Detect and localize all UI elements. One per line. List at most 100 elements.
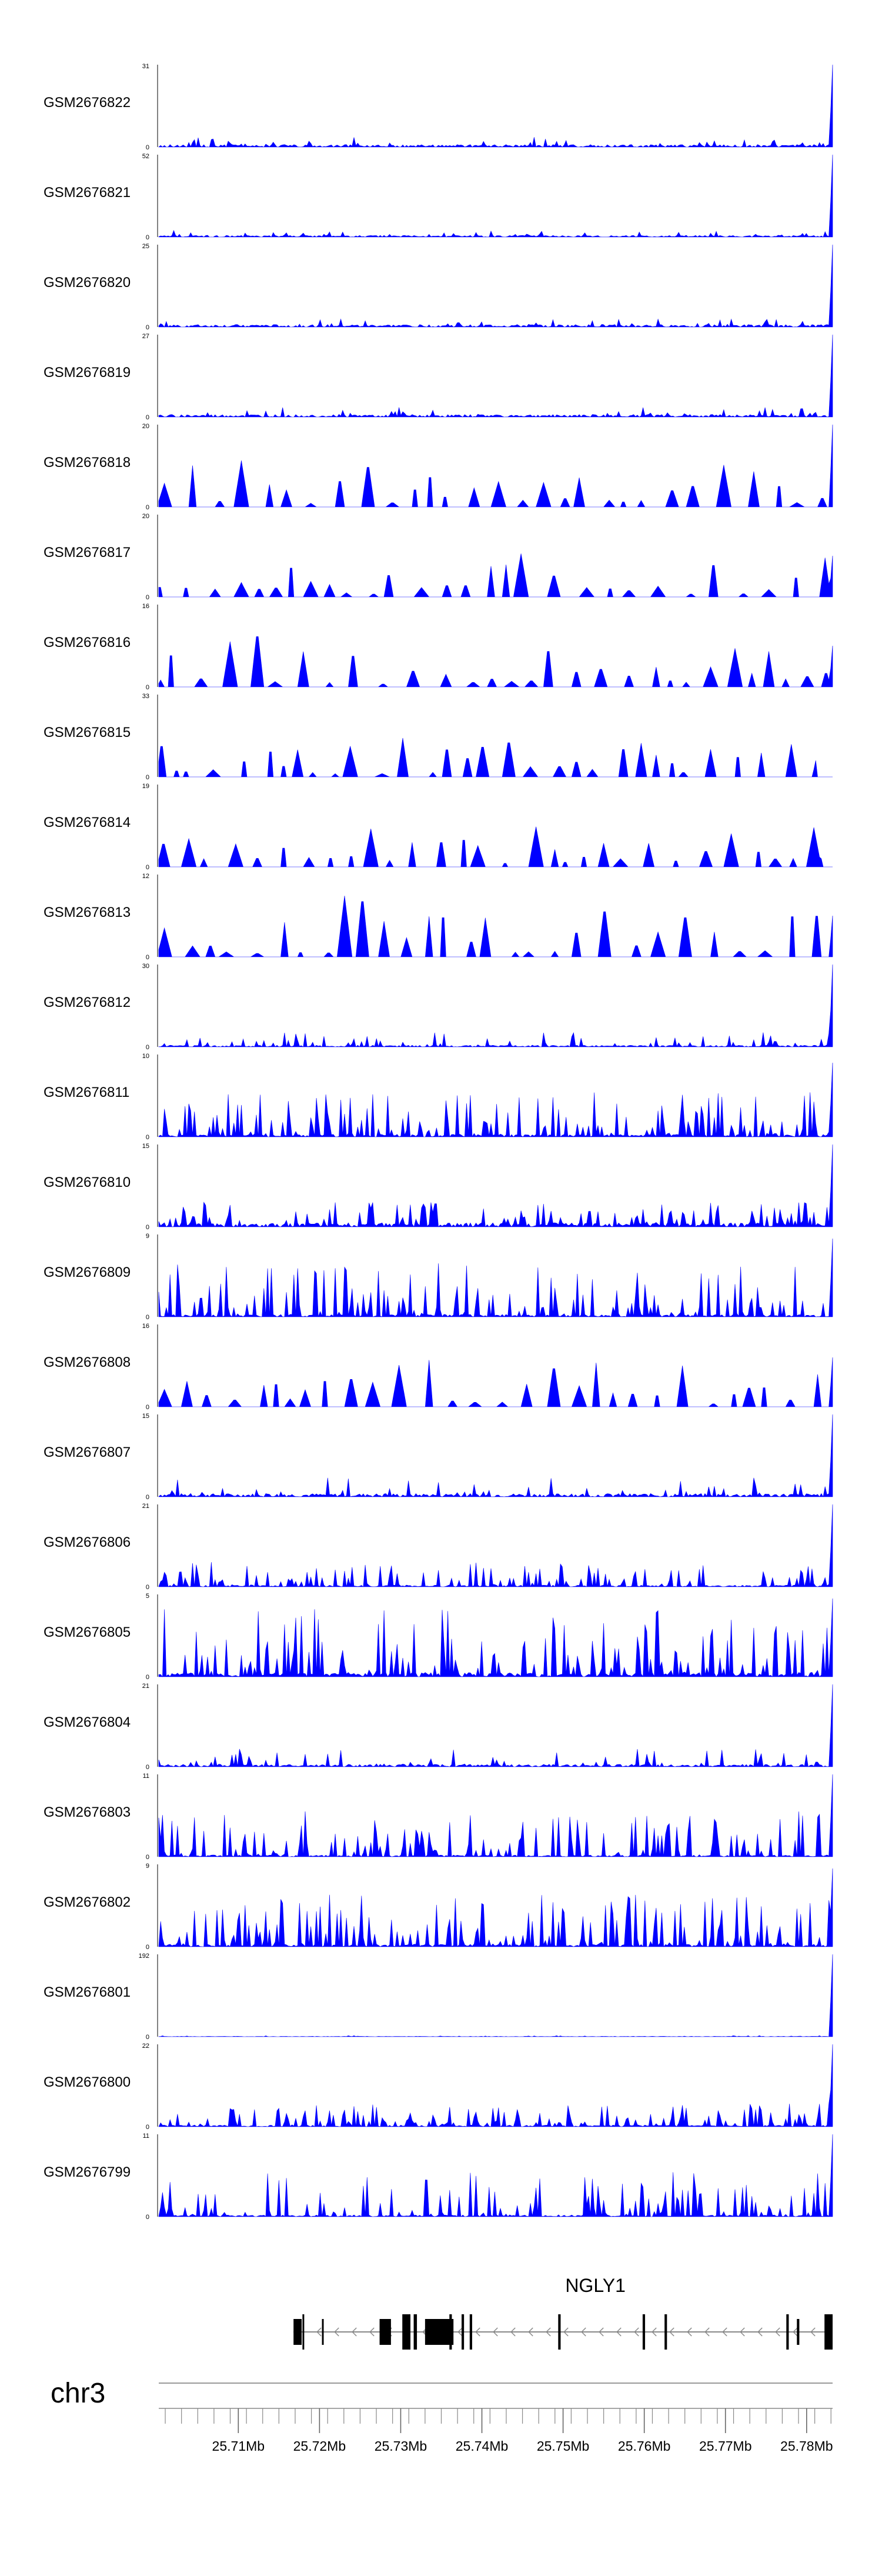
y-min-label: 0 [146,324,149,331]
coverage-area [158,636,833,688]
track-label: GSM2676802 [44,1894,131,1910]
y-max-label: 15 [142,1143,149,1150]
y-max-label: 12 [142,873,149,880]
y-min-label: 0 [146,864,149,871]
y-min-label: 0 [146,1044,149,1051]
y-min-label: 0 [146,144,149,151]
track-GSM2676818: GSM2676818 20 0 [44,423,833,511]
y-max-label: 9 [146,1863,149,1870]
track-GSM2676805: GSM2676805 5 0 [44,1593,833,1681]
coverage-area [158,154,833,238]
y-max-label: 52 [142,153,149,160]
x-tick-label: 25.73Mb [375,2438,427,2454]
strand-arrow [704,2327,710,2337]
y-min-label: 0 [146,2124,149,2131]
track-GSM2676821: GSM2676821 52 0 [44,153,833,241]
coverage-area [158,1504,833,1587]
exon [449,2314,452,2350]
track-label: GSM2676816 [44,635,131,650]
y-max-label: 21 [142,1683,149,1690]
exon [786,2314,789,2350]
y-min-label: 0 [146,2214,149,2221]
track-label: GSM2676817 [44,545,131,560]
track-GSM2676812: GSM2676812 30 0 [44,963,833,1051]
strand-arrow [510,2327,516,2337]
strand-arrow [669,2327,674,2337]
y-max-label: 22 [142,2043,149,2050]
track-GSM2676806: GSM2676806 21 0 [44,1503,833,1591]
track-label: GSM2676810 [44,1174,131,1190]
track-label: GSM2676818 [44,455,131,471]
track-label: GSM2676819 [44,365,131,381]
exon [402,2314,411,2350]
coverage-area [158,1954,833,2037]
coverage-area [158,1144,833,1227]
x-axis-major-ticks: 25.71Mb 25.72Mb 25.73Mb 25.74Mb 25.75Mb 25.76… [212,2408,833,2454]
track-GSM2676819: GSM2676819 27 0 [44,333,833,421]
x-tick-label: 25.78Mb [780,2438,833,2454]
exon [322,2319,324,2345]
strand-arrow [369,2327,375,2337]
coverage-area [158,2044,833,2127]
exon [293,2319,302,2345]
track-GSM2676811: GSM2676811 10 0 [44,1053,833,1141]
exon [797,2319,800,2345]
track-GSM2676807: GSM2676807 15 0 [44,1413,833,1501]
strand-arrow [334,2327,339,2337]
x-axis-minor-ticks [165,2408,831,2424]
track-label: GSM2676804 [44,1714,131,1730]
track-label: GSM2676815 [44,725,131,740]
y-min-label: 0 [146,1134,149,1141]
y-max-label: 27 [142,333,149,340]
coverage-area [158,64,833,148]
strand-arrow [457,2327,463,2337]
genome-axis: chr3 25.71Mb 25.72Mb 25.73Mb 25.74Mb 25.75Mb… [51,2378,833,2454]
y-min-label: 0 [146,1764,149,1771]
track-GSM2676815: GSM2676815 33 0 [44,693,833,781]
y-min-label: 0 [146,414,149,421]
coverage-area [158,1357,833,1407]
strand-arrow [687,2327,692,2337]
exon [425,2319,454,2345]
y-max-label: 21 [142,1503,149,1510]
track-GSM2676809: GSM2676809 9 0 [44,1233,833,1321]
strand-arrow [793,2327,798,2337]
track-GSM2676810: GSM2676810 15 0 [44,1143,833,1231]
strand-arrow [652,2327,657,2337]
track-label: GSM2676799 [44,2164,131,2180]
coverage-area [158,826,833,867]
strand-arrow [475,2327,480,2337]
y-max-label: 16 [142,603,149,610]
y-max-label: 33 [142,693,149,700]
track-GSM2676800: GSM2676800 22 0 [44,2043,833,2131]
y-max-label: 9 [146,1233,149,1240]
coverage-area [158,244,833,328]
y-min-label: 0 [146,1314,149,1321]
track-label: GSM2676807 [44,1444,131,1460]
coverage-area [158,424,833,508]
y-max-label: 19 [142,783,149,790]
track-label: GSM2676800 [44,2074,131,2090]
coverage-area [158,1414,833,1497]
track-GSM2676817: GSM2676817 20 0 [44,513,833,601]
coverage-area [158,2134,833,2217]
x-tick-label: 25.72Mb [293,2438,346,2454]
y-min-label: 0 [146,1854,149,1861]
track-label: GSM2676821 [44,185,131,201]
exon [642,2314,646,2350]
exon [469,2314,472,2350]
strand-arrow [634,2327,639,2337]
y-min-label: 0 [146,504,149,511]
y-min-label: 0 [146,234,149,241]
exon [379,2319,391,2345]
strand-arrow [722,2327,727,2337]
y-min-label: 0 [146,954,149,961]
strand-arrow [352,2327,357,2337]
y-max-label: 192 [139,1953,149,1960]
track-GSM2676802: GSM2676802 9 0 [44,1863,833,1951]
coverage-area [158,738,833,778]
exon [824,2314,833,2350]
y-max-label: 5 [146,1593,149,1600]
chromosome-label: chr3 [51,2378,105,2409]
y-max-label: 10 [142,1053,149,1060]
